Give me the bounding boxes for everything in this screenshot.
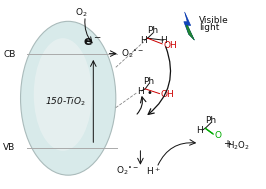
Text: H: H — [160, 36, 167, 45]
Text: e$^-$: e$^-$ — [83, 36, 101, 49]
Text: VB: VB — [3, 143, 16, 153]
Text: O$_2$$^{\bullet-}$: O$_2$$^{\bullet-}$ — [121, 48, 144, 60]
Text: H: H — [140, 36, 147, 45]
Text: +: + — [223, 139, 231, 149]
Text: OH: OH — [163, 41, 177, 50]
Text: H$_2$O$_2$: H$_2$O$_2$ — [227, 140, 250, 152]
Text: CB: CB — [3, 50, 16, 59]
Polygon shape — [184, 12, 194, 40]
Text: OH: OH — [160, 90, 174, 99]
Text: H$^+$: H$^+$ — [146, 165, 161, 177]
Polygon shape — [186, 26, 194, 40]
Text: Ph: Ph — [143, 77, 155, 86]
Text: O$_2$$^{\bullet-}$: O$_2$$^{\bullet-}$ — [116, 165, 139, 177]
Text: Ph: Ph — [147, 26, 159, 35]
Text: O$_2$: O$_2$ — [75, 7, 88, 19]
Text: H: H — [197, 126, 203, 135]
Text: 150-TiO$_2$: 150-TiO$_2$ — [45, 96, 86, 108]
Text: Visible: Visible — [199, 16, 229, 25]
Ellipse shape — [20, 21, 116, 175]
Ellipse shape — [34, 38, 92, 151]
Text: Ph: Ph — [206, 116, 217, 125]
Text: O: O — [214, 131, 222, 140]
Text: •: • — [147, 88, 153, 98]
Text: light: light — [199, 23, 219, 32]
Text: H: H — [137, 87, 144, 96]
